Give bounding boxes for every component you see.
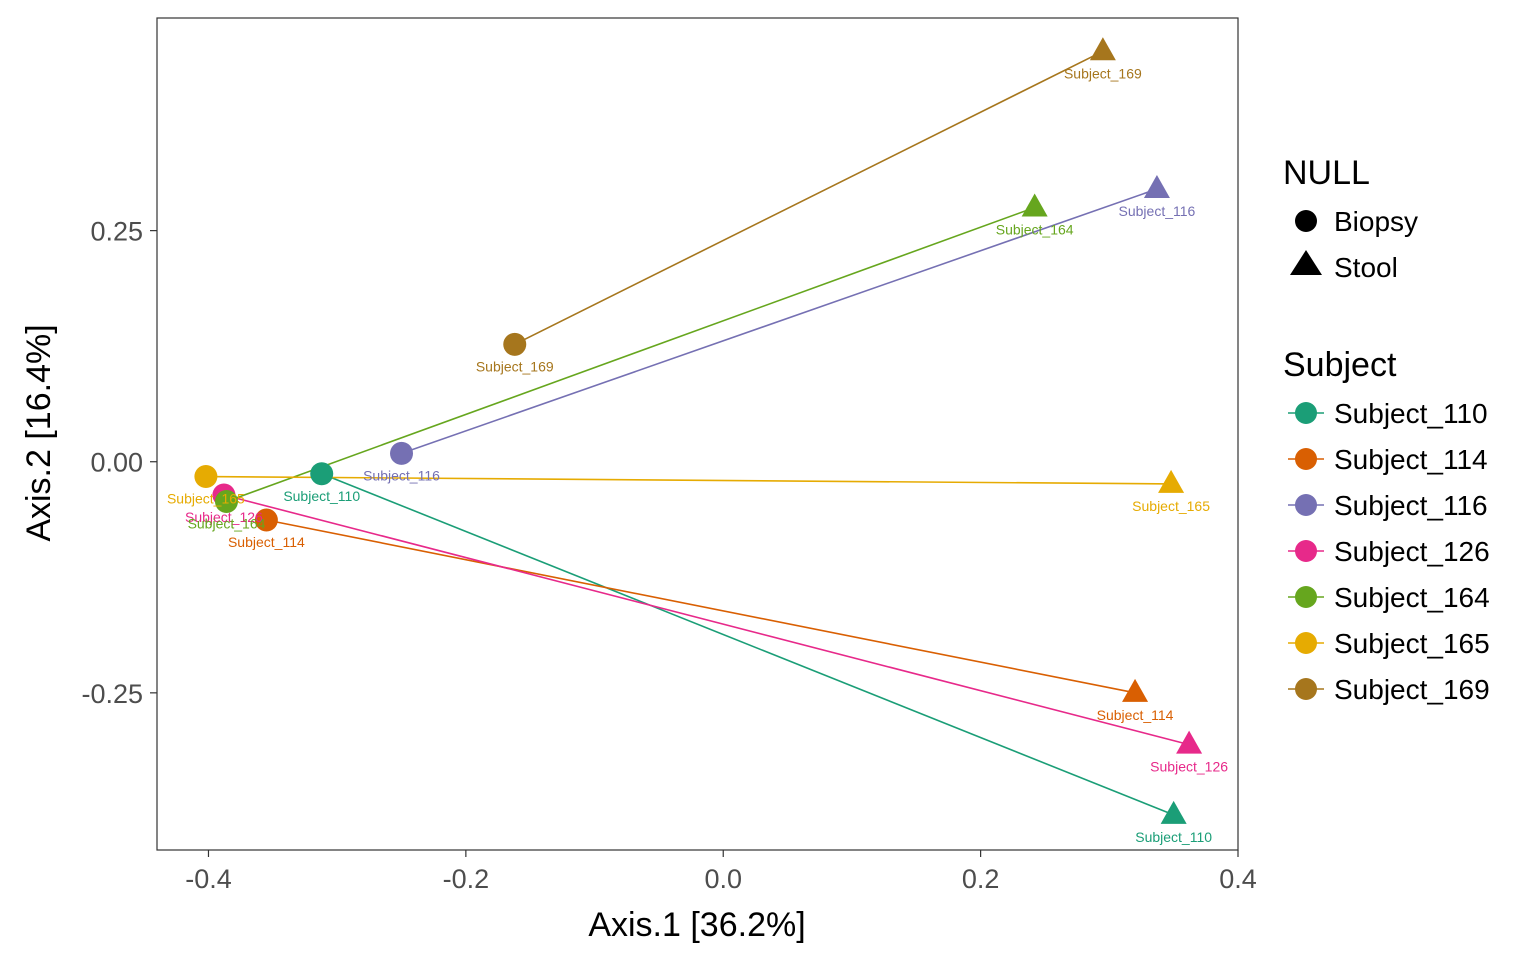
legend-biopsy-circle-icon (1295, 210, 1317, 232)
legend-swatch-subject-126 (1295, 540, 1317, 562)
data-points (194, 37, 1203, 824)
biopsy-point-subject-116 (390, 441, 414, 465)
connector-subject-116 (401, 188, 1158, 455)
panel-border (156, 17, 1239, 851)
subject-legend: Subject Subject_110Subject_114Subject_11… (1283, 346, 1490, 705)
legend-label-subject-114: Subject_114 (1334, 444, 1488, 475)
x-tick-label: -0.4 (185, 864, 232, 894)
legend-biopsy-label: Biopsy (1334, 206, 1418, 237)
connector-subject-110 (321, 473, 1174, 816)
x-tick-label: -0.2 (443, 864, 490, 894)
biopsy-point-subject-164 (214, 489, 238, 513)
x-tick-label: 0.0 (704, 864, 742, 894)
x-tick-label: 0.2 (962, 864, 1000, 894)
stool-label-subject-165: Subject_165 (1132, 498, 1210, 514)
connector-subject-165 (205, 475, 1172, 485)
legend-swatch-subject-114 (1295, 448, 1317, 470)
legend-swatch-subject-164 (1295, 586, 1317, 608)
stool-label-subject-169: Subject_169 (1064, 65, 1142, 81)
stool-point-subject-164 (1021, 193, 1048, 217)
legend-label-subject-164: Subject_164 (1334, 582, 1490, 613)
legend-swatch-subject-165 (1295, 632, 1317, 654)
stool-point-subject-116 (1143, 175, 1170, 199)
subject-legend-title: Subject (1283, 346, 1397, 384)
biopsy-point-subject-114 (254, 508, 278, 532)
biopsy-label-subject-164: Subject_164 (188, 515, 266, 531)
legend-label-subject-110: Subject_110 (1334, 398, 1488, 429)
legend-label-subject-116: Subject_116 (1334, 490, 1488, 521)
biopsy-point-subject-110 (310, 462, 334, 486)
legend-stool-label: Stool (1334, 252, 1398, 283)
connector-subject-126 (223, 494, 1190, 746)
legend-label-subject-126: Subject_126 (1334, 536, 1490, 567)
connector-subject-169 (514, 50, 1104, 346)
stool-point-subject-114 (1122, 678, 1149, 702)
y-axis-title: Axis.2 [16.4%] (20, 324, 58, 541)
stool-point-subject-169 (1089, 37, 1116, 61)
y-tick-label: 0.25 (90, 217, 143, 247)
legend-swatch-subject-110 (1295, 402, 1317, 424)
biopsy-point-subject-169 (503, 332, 527, 356)
x-axis: -0.4 -0.2 0.0 0.2 0.4 (185, 850, 1257, 894)
legend-swatch-subject-169 (1295, 678, 1317, 700)
connector-subject-164 (226, 206, 1035, 503)
legend-label-subject-165: Subject_165 (1334, 628, 1490, 659)
legend-swatch-subject-116 (1295, 494, 1317, 516)
legend-label-subject-169: Subject_169 (1334, 674, 1490, 705)
biopsy-label-subject-126: Subject_126 (185, 509, 263, 525)
shape-legend-title: NULL (1283, 154, 1370, 192)
shape-legend: NULL Biopsy Stool (1283, 154, 1418, 283)
stool-label-subject-126: Subject_126 (1150, 759, 1228, 775)
stool-label-subject-164: Subject_164 (996, 222, 1074, 238)
y-tick-label: -0.25 (81, 679, 143, 709)
x-axis-title: Axis.1 [36.2%] (588, 906, 805, 944)
stool-label-subject-114: Subject_114 (1097, 707, 1174, 723)
y-axis: 0.25 0.00 -0.25 (81, 217, 157, 709)
legend-stool-triangle-icon (1290, 250, 1322, 275)
connector-lines (205, 50, 1190, 816)
point-labels: Subject_110 Subject_110 Subject_114 Subject… (167, 65, 1228, 845)
stool-label-subject-116: Subject_116 (1119, 203, 1196, 219)
biopsy-label-subject-110: Subject_110 (283, 488, 360, 504)
stool-label-subject-110: Subject_110 (1135, 829, 1212, 845)
biopsy-point-subject-165 (194, 465, 218, 489)
x-tick-label: 0.4 (1219, 864, 1257, 894)
biopsy-label-subject-114: Subject_114 (228, 534, 305, 550)
biopsy-label-subject-169: Subject_169 (476, 358, 554, 374)
stool-point-subject-110 (1160, 800, 1187, 824)
connector-subject-114 (266, 519, 1136, 694)
biopsy-label-subject-116: Subject_116 (363, 467, 440, 483)
subject-legend-items: Subject_110 Subject_114 Subject_116 Subject… (1288, 398, 1490, 705)
biopsy-label-subject-165: Subject_165 (167, 491, 245, 507)
stool-point-subject-165 (1158, 469, 1185, 493)
y-tick-label: 0.00 (90, 448, 143, 478)
stool-point-subject-126 (1176, 730, 1203, 754)
